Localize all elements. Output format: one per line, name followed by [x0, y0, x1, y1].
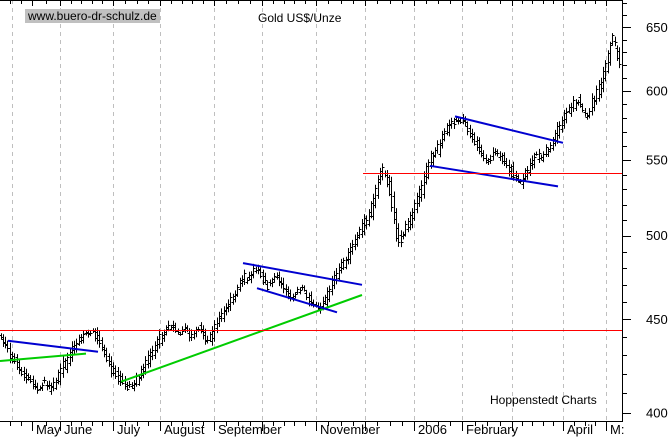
- credit-label: Hoppenstedt Charts: [490, 393, 597, 407]
- y-axis-label: 600: [646, 83, 668, 98]
- x-axis-month-label: August: [164, 422, 205, 437]
- x-axis-month-label: September: [218, 422, 282, 437]
- x-axis-month-label: May: [36, 422, 61, 437]
- chart-title: Gold US$/Unze: [258, 11, 342, 25]
- blue-trend-line: [256, 287, 338, 314]
- y-axis-label: 550: [646, 153, 668, 168]
- y-axis-label: 650: [646, 20, 668, 35]
- x-axis-month-label: February: [466, 422, 519, 437]
- blue-trend-line: [429, 164, 559, 188]
- blue-trend-line: [7, 339, 99, 353]
- blue-trend-line: [242, 262, 363, 286]
- x-axis-month-label: M:: [610, 422, 624, 437]
- x-axis-month-label: July: [117, 422, 141, 437]
- y-axis-label: 450: [646, 312, 668, 327]
- blue-trend-line: [454, 115, 564, 144]
- watermark-link[interactable]: www.buero-dr-schulz.de: [25, 9, 160, 23]
- y-axis-label: 400: [646, 405, 668, 420]
- vertical-gridlines: [12, 0, 607, 421]
- x-axis-month-label: November: [320, 422, 381, 437]
- y-axis-label: 500: [646, 228, 668, 243]
- chart-frame: [0, 0, 623, 422]
- x-axis-month-label: April: [567, 422, 593, 437]
- x-axis-ticks: [10, 0, 607, 431]
- green-trend-line: [0, 352, 87, 362]
- y-axis-ticks: [622, 3, 631, 414]
- price-bars: [0, 33, 622, 395]
- x-axis-month-label: June: [64, 422, 92, 437]
- green-trend-line: [120, 294, 363, 383]
- x-axis-month-label: 2006: [418, 422, 447, 437]
